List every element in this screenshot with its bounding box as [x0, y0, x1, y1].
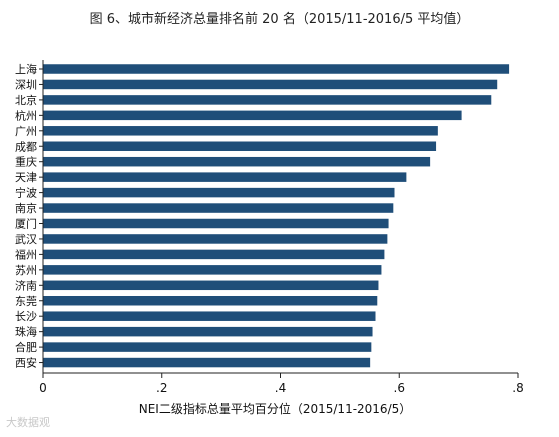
- x-tick-label: .2: [156, 381, 167, 395]
- category-label: 成都: [15, 140, 37, 153]
- category-label: 西安: [15, 356, 37, 370]
- category-label: 重庆: [15, 155, 37, 169]
- bar: [43, 156, 431, 167]
- x-tick-label: 0: [39, 381, 47, 395]
- bar: [43, 95, 492, 105]
- bar: [43, 342, 372, 352]
- watermark: 大数据观: [6, 416, 50, 429]
- category-label: 宁波: [15, 186, 37, 200]
- category-label: 广州: [15, 125, 37, 138]
- bar: [43, 110, 462, 121]
- bar: [43, 203, 394, 213]
- bar: [43, 357, 371, 368]
- bar: [43, 79, 498, 90]
- bar: [43, 326, 373, 337]
- bar: [43, 249, 385, 260]
- category-label: 上海: [15, 62, 37, 76]
- category-label: 长沙: [15, 310, 37, 323]
- category-label: 南京: [15, 201, 37, 215]
- category-label: 苏州: [15, 264, 37, 277]
- bar: [43, 311, 376, 321]
- category-label: 珠海: [15, 325, 37, 339]
- bar: [43, 218, 389, 229]
- category-label: 北京: [15, 93, 37, 107]
- bar: [43, 141, 437, 151]
- chart-title: 图 6、城市新经济总量排名前 20 名（2015/11-2016/5 平均值）: [89, 12, 470, 27]
- x-tick-label: .8: [512, 381, 523, 395]
- x-tick-label: .4: [275, 381, 286, 395]
- bar: [43, 296, 378, 306]
- category-label: 杭州: [15, 108, 37, 122]
- bar: [43, 172, 407, 182]
- bar: [43, 126, 438, 136]
- category-label: 天津: [15, 171, 37, 184]
- bar: [43, 280, 379, 291]
- category-label: 武汉: [15, 233, 37, 246]
- category-label: 济南: [15, 278, 37, 292]
- bar: [43, 265, 382, 275]
- x-axis-label: NEI二级指标总量平均百分位（2015/11-2016/5）: [139, 401, 412, 416]
- category-label: 合肥: [15, 340, 37, 354]
- x-tick-label: .6: [394, 381, 405, 395]
- bar: [43, 234, 388, 244]
- bar: [43, 64, 510, 74]
- bar: [43, 187, 395, 198]
- category-label: 福州: [15, 247, 37, 261]
- category-label: 深圳: [15, 78, 37, 91]
- category-label: 东莞: [15, 295, 37, 308]
- category-label: 厦门: [15, 217, 37, 231]
